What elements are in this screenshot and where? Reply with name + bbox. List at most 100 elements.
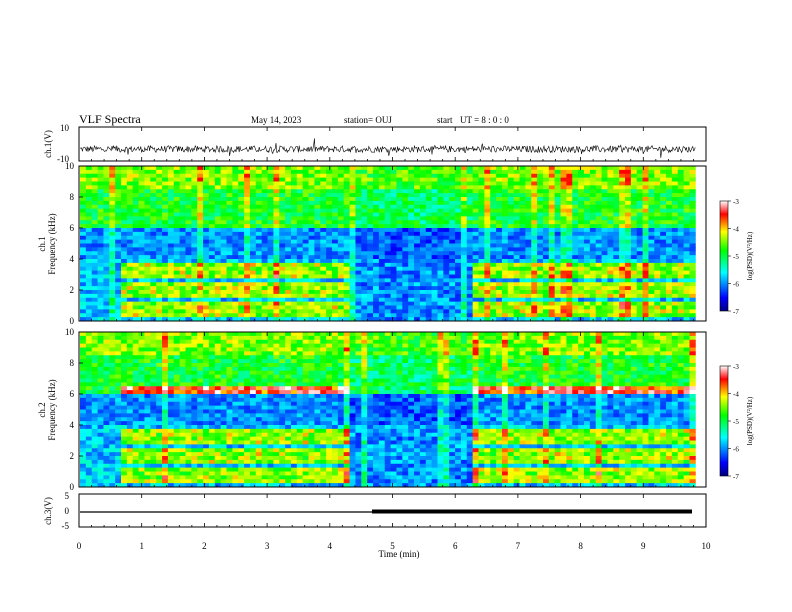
spectrogram-cell	[490, 212, 497, 217]
spectrogram-cell	[162, 351, 169, 356]
spectrogram-cell	[601, 313, 608, 318]
spectrogram-cell	[185, 189, 192, 194]
spectrogram-cell	[484, 177, 491, 182]
spectrogram-cell	[595, 262, 602, 268]
spectrogram-cell	[636, 239, 643, 244]
spectrogram-cell	[501, 224, 509, 229]
spectrogram-cell	[572, 204, 579, 210]
spectrogram-cell	[97, 278, 104, 283]
spectrogram-cell	[290, 251, 298, 256]
spectrogram-cell	[97, 405, 104, 410]
spectrogram-cell	[472, 185, 479, 190]
spectrogram-cell	[408, 212, 415, 217]
spectrogram-cell	[513, 173, 520, 179]
spectrogram-cell	[138, 228, 145, 233]
spectrogram-cell	[484, 200, 491, 206]
spectrogram-cell	[91, 193, 98, 198]
spectrogram-cell	[419, 193, 427, 198]
spectrogram-cell	[507, 200, 515, 206]
spectrogram-cell	[484, 282, 491, 287]
spectrogram-cell	[144, 428, 151, 434]
spectrogram-cell	[156, 166, 163, 171]
spectrogram-cell	[203, 251, 210, 256]
spectrogram-cell	[238, 212, 245, 217]
spectrogram-cell	[179, 286, 186, 291]
spectrogram-cell	[185, 290, 192, 295]
spectrogram-cell	[419, 305, 427, 310]
spectrogram-cell	[249, 212, 257, 217]
spectrogram-cell	[226, 313, 233, 318]
spectrogram-cell	[689, 266, 696, 272]
spectrogram-cell	[537, 235, 544, 241]
spectrogram-cell	[437, 278, 444, 283]
spectrogram-cell	[121, 405, 128, 410]
spectrogram-cell	[156, 397, 163, 403]
spectrogram-cell	[150, 386, 157, 391]
spectrogram-cell	[519, 262, 526, 268]
spectrogram-cell	[683, 200, 690, 206]
spectrogram-cell	[185, 440, 192, 445]
spectrogram-cell	[185, 359, 192, 364]
spectrogram-cell	[185, 278, 192, 283]
spectrogram-cell	[144, 432, 151, 438]
spectrogram-cell	[531, 297, 538, 303]
spectrogram-cell	[437, 270, 444, 275]
spectrogram-cell	[455, 266, 462, 272]
spectrogram-cell	[513, 301, 520, 306]
spectrogram-cell	[460, 212, 468, 217]
spectrogram-cell	[132, 343, 139, 348]
spectrogram-cell	[173, 270, 181, 275]
spectrogram-cell	[91, 189, 98, 194]
spectrogram-cell	[97, 440, 104, 445]
spectrogram-cell	[109, 378, 116, 383]
spectrogram-cell	[197, 270, 204, 275]
spectrogram-cell	[238, 255, 245, 260]
spectrogram-cell	[255, 181, 263, 186]
spectrogram-cell	[408, 204, 415, 210]
spectrogram-cell	[548, 166, 556, 171]
spectrogram-cell	[244, 247, 251, 252]
spectrogram-cell	[150, 475, 157, 480]
spectrogram-cell	[666, 235, 673, 241]
spectrogram-cell	[583, 216, 591, 221]
spectrogram-cell	[519, 282, 526, 287]
spectrogram-cell	[642, 216, 649, 221]
spectrogram-cell	[244, 231, 251, 237]
spectrogram-cell	[613, 224, 620, 229]
spectrogram-cell	[115, 290, 122, 295]
spectrogram-cell	[279, 259, 286, 264]
spectrogram-cell	[267, 208, 274, 213]
spectrogram-cell	[173, 351, 181, 356]
spectrogram-cell	[156, 351, 163, 356]
spectrogram-cell	[419, 274, 427, 279]
spectrogram-cell	[296, 266, 304, 272]
spectrogram-cell	[337, 177, 345, 182]
spectrogram-cell	[267, 243, 274, 248]
spectrogram-cell	[144, 247, 151, 252]
spectrogram-cell	[285, 239, 292, 244]
spectrogram-cell	[97, 235, 104, 241]
spectrogram-cell	[449, 317, 456, 322]
spectrogram-cell	[249, 266, 257, 272]
spectrogram-cell	[162, 208, 169, 213]
spectrogram-cell	[636, 313, 643, 318]
spectrogram-cell	[613, 313, 620, 318]
spectrogram-cell	[496, 189, 503, 194]
spectrogram-cell	[80, 251, 87, 256]
spectrogram-cell	[97, 193, 104, 198]
spectrogram-cell	[238, 290, 245, 295]
spectrogram-cell	[554, 193, 561, 198]
spectrogram-cell	[85, 456, 93, 461]
spectrogram-cell	[232, 181, 239, 186]
spectrogram-cell	[326, 301, 333, 306]
spectrogram-cell	[109, 425, 116, 430]
spectrogram-cell	[402, 228, 409, 233]
spectrogram-cell	[408, 181, 415, 186]
spectrogram-cell	[378, 293, 386, 299]
spectrogram-cell	[173, 471, 181, 476]
spectrogram-cell	[507, 286, 515, 291]
spectrogram-cell	[478, 204, 485, 210]
spectrogram-cell	[396, 309, 403, 314]
spectrogram-cell	[103, 448, 110, 453]
spectrogram-cell	[121, 243, 128, 248]
